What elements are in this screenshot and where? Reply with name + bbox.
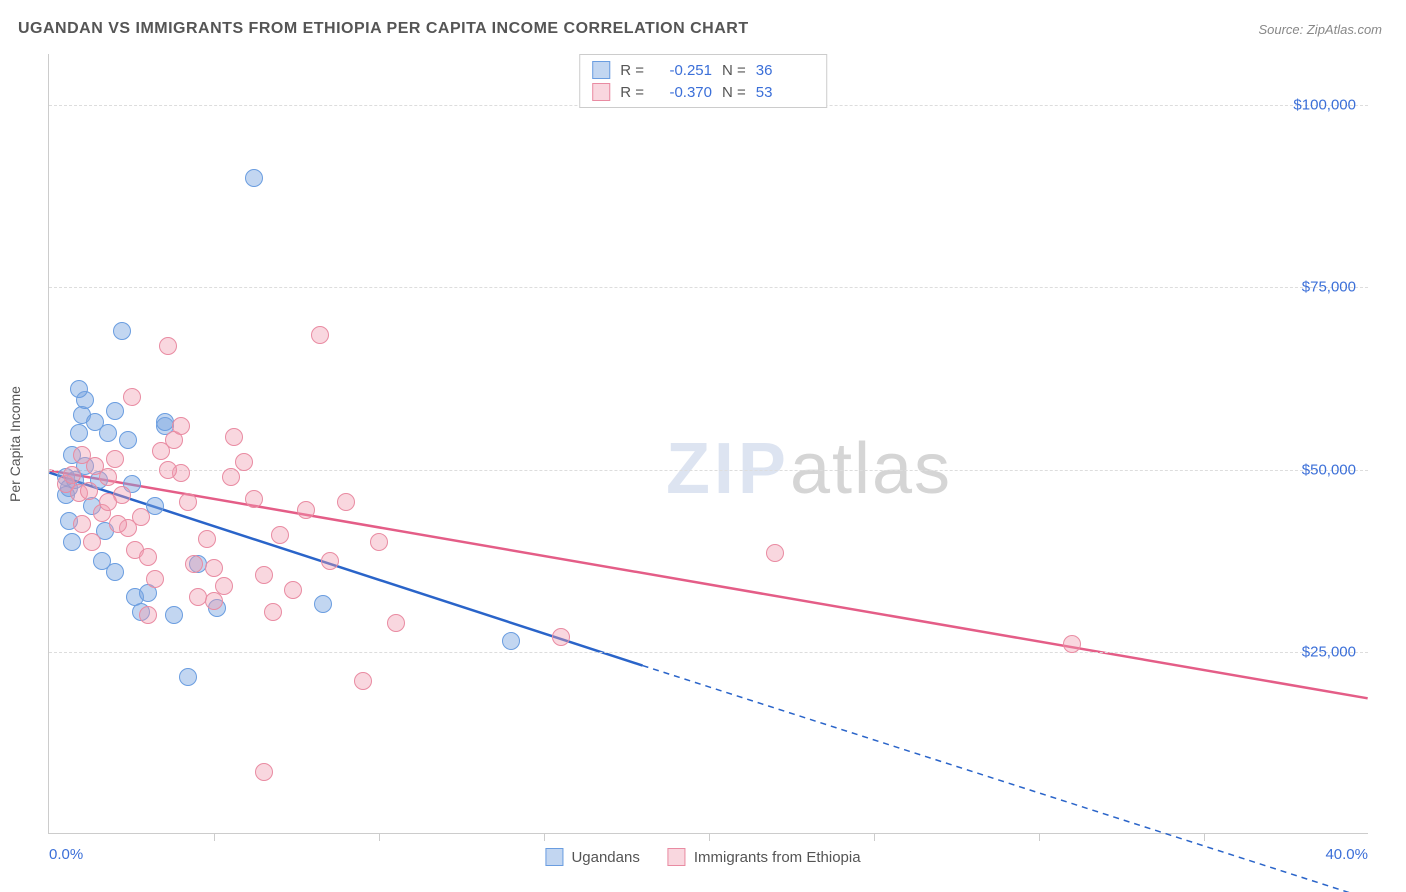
scatter-point bbox=[159, 337, 177, 355]
legend-bottom: Ugandans Immigrants from Ethiopia bbox=[545, 848, 860, 866]
n-value-1: 36 bbox=[756, 62, 814, 79]
legend-item-1: Ugandans bbox=[545, 848, 639, 866]
x-right-label: 40.0% bbox=[1325, 846, 1368, 863]
scatter-point bbox=[284, 581, 302, 599]
scatter-point bbox=[139, 606, 157, 624]
scatter-point bbox=[185, 555, 203, 573]
scatter-point bbox=[165, 606, 183, 624]
r-value-1: -0.251 bbox=[654, 62, 712, 79]
scatter-point bbox=[387, 614, 405, 632]
r-prefix-2: R = bbox=[620, 84, 644, 101]
scatter-point bbox=[297, 501, 315, 519]
n-value-2: 53 bbox=[756, 84, 814, 101]
scatter-point bbox=[321, 552, 339, 570]
scatter-point bbox=[205, 559, 223, 577]
scatter-point bbox=[235, 453, 253, 471]
grid-line bbox=[49, 287, 1368, 288]
y-axis-label: Per Capita Income bbox=[7, 386, 23, 502]
legend-row-1: R = -0.251 N = 36 bbox=[588, 59, 818, 81]
scatter-point bbox=[109, 515, 127, 533]
scatter-point bbox=[179, 493, 197, 511]
scatter-point bbox=[99, 468, 117, 486]
scatter-point bbox=[354, 672, 372, 690]
scatter-point bbox=[123, 388, 141, 406]
n-prefix-2: N = bbox=[722, 84, 746, 101]
scatter-point bbox=[1063, 635, 1081, 653]
y-tick-label: $100,000 bbox=[1293, 97, 1356, 114]
scatter-point bbox=[99, 424, 117, 442]
scatter-point bbox=[63, 466, 81, 484]
scatter-point bbox=[156, 413, 174, 431]
n-prefix-1: N = bbox=[722, 62, 746, 79]
scatter-point bbox=[99, 493, 117, 511]
swatch-bottom-2 bbox=[668, 848, 686, 866]
scatter-point bbox=[172, 417, 190, 435]
legend-label-2: Immigrants from Ethiopia bbox=[694, 849, 861, 866]
chart-title: UGANDAN VS IMMIGRANTS FROM ETHIOPIA PER … bbox=[18, 20, 749, 38]
scatter-point bbox=[245, 169, 263, 187]
scatter-point bbox=[146, 570, 164, 588]
scatter-point bbox=[337, 493, 355, 511]
scatter-point bbox=[70, 380, 88, 398]
x-tick bbox=[544, 833, 545, 841]
scatter-point bbox=[552, 628, 570, 646]
plot-area: Per Capita Income ZIPatlas 0.0% 40.0% $2… bbox=[48, 54, 1368, 834]
scatter-point bbox=[189, 588, 207, 606]
scatter-point bbox=[159, 461, 177, 479]
scatter-point bbox=[80, 482, 98, 500]
scatter-point bbox=[264, 603, 282, 621]
scatter-point bbox=[106, 402, 124, 420]
y-tick-label: $75,000 bbox=[1302, 279, 1356, 296]
chart-container: UGANDAN VS IMMIGRANTS FROM ETHIOPIA PER … bbox=[0, 0, 1406, 892]
y-tick-label: $25,000 bbox=[1302, 643, 1356, 660]
scatter-point bbox=[205, 592, 223, 610]
scatter-point bbox=[198, 530, 216, 548]
scatter-point bbox=[766, 544, 784, 562]
swatch-series-2 bbox=[592, 83, 610, 101]
scatter-point bbox=[73, 515, 91, 533]
legend-correlation: R = -0.251 N = 36 R = -0.370 N = 53 bbox=[579, 54, 827, 108]
x-tick bbox=[1204, 833, 1205, 841]
x-tick bbox=[709, 833, 710, 841]
scatter-point bbox=[83, 533, 101, 551]
y-tick-label: $50,000 bbox=[1302, 461, 1356, 478]
scatter-point bbox=[225, 428, 243, 446]
source-label: Source: ZipAtlas.com bbox=[1258, 22, 1382, 37]
scatter-point bbox=[314, 595, 332, 613]
grid-line bbox=[49, 652, 1368, 653]
scatter-point bbox=[106, 450, 124, 468]
legend-row-2: R = -0.370 N = 53 bbox=[588, 81, 818, 103]
scatter-point bbox=[119, 431, 137, 449]
r-prefix-1: R = bbox=[620, 62, 644, 79]
scatter-point bbox=[222, 468, 240, 486]
scatter-point bbox=[106, 563, 124, 581]
scatter-point bbox=[70, 424, 88, 442]
x-tick bbox=[214, 833, 215, 841]
x-tick bbox=[874, 833, 875, 841]
scatter-point bbox=[311, 326, 329, 344]
scatter-point bbox=[255, 566, 273, 584]
scatter-point bbox=[245, 490, 263, 508]
x-tick bbox=[1039, 833, 1040, 841]
r-value-2: -0.370 bbox=[654, 84, 712, 101]
scatter-point bbox=[370, 533, 388, 551]
scatter-point bbox=[179, 668, 197, 686]
scatter-point bbox=[255, 763, 273, 781]
scatter-point bbox=[271, 526, 289, 544]
scatter-point bbox=[63, 533, 81, 551]
scatter-point bbox=[132, 508, 150, 526]
legend-label-1: Ugandans bbox=[571, 849, 639, 866]
scatter-point bbox=[113, 322, 131, 340]
legend-item-2: Immigrants from Ethiopia bbox=[668, 848, 861, 866]
swatch-series-1 bbox=[592, 61, 610, 79]
scatter-point bbox=[502, 632, 520, 650]
swatch-bottom-1 bbox=[545, 848, 563, 866]
x-tick bbox=[379, 833, 380, 841]
x-left-label: 0.0% bbox=[49, 846, 83, 863]
scatter-point bbox=[139, 548, 157, 566]
